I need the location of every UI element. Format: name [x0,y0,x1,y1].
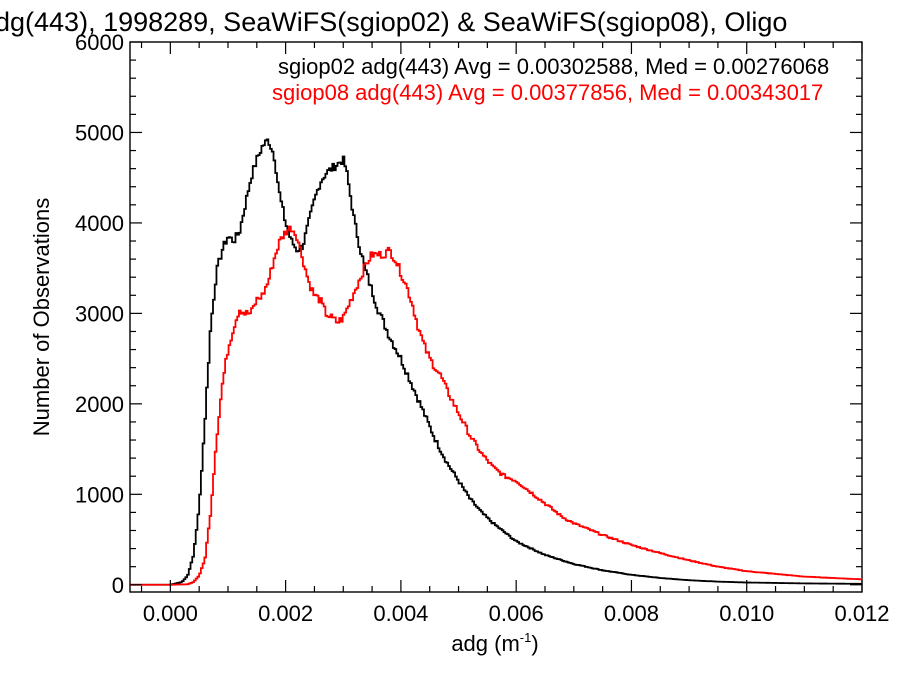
x-tick-label: 0.012 [834,601,889,626]
plot-border [129,41,863,593]
series-line-sgiop02 [130,138,863,586]
x-tick-label: 0.008 [604,601,659,626]
x-tick-label: 0.004 [373,601,428,626]
legend-annotation-sgiop02: sgiop02 adg(443) Avg = 0.00302588, Med =… [278,54,829,79]
y-tick-label: 0 [112,573,124,598]
x-tick-label: 0.002 [258,601,313,626]
x-axis-label-sup: -1 [520,630,532,645]
series-line-sgiop08 [130,225,863,586]
x-tick-label: 0.006 [489,601,544,626]
y-tick-label: 6000 [75,30,124,55]
tick-labels: 0.000 0.002 0.004 0.006 0.008 0.010 0.012 0 1000… [75,30,889,626]
y-tick-label: 1000 [75,482,124,507]
y-tick-label: 5000 [75,120,124,145]
ticks-layer [130,41,863,592]
x-axis-label: adg (m-1) [451,630,538,656]
plot-frame [129,41,863,593]
y-tick-label: 2000 [75,392,124,417]
y-axis-label: Number of Observations [29,198,54,436]
x-tick-label: 0.000 [143,601,198,626]
legend-annotation-sgiop08: sgiop08 adg(443) Avg = 0.00377856, Med =… [272,80,823,105]
x-axis-label-end: ) [531,631,538,656]
chart-title: dg(443), 1998289, SeaWiFS(sgiop02) & Sea… [0,7,787,37]
x-axis-label-main: adg (m [451,631,519,656]
y-tick-label: 4000 [75,211,124,236]
y-tick-label: 3000 [75,301,124,326]
x-tick-label: 0.010 [719,601,774,626]
series-layer [130,138,863,586]
